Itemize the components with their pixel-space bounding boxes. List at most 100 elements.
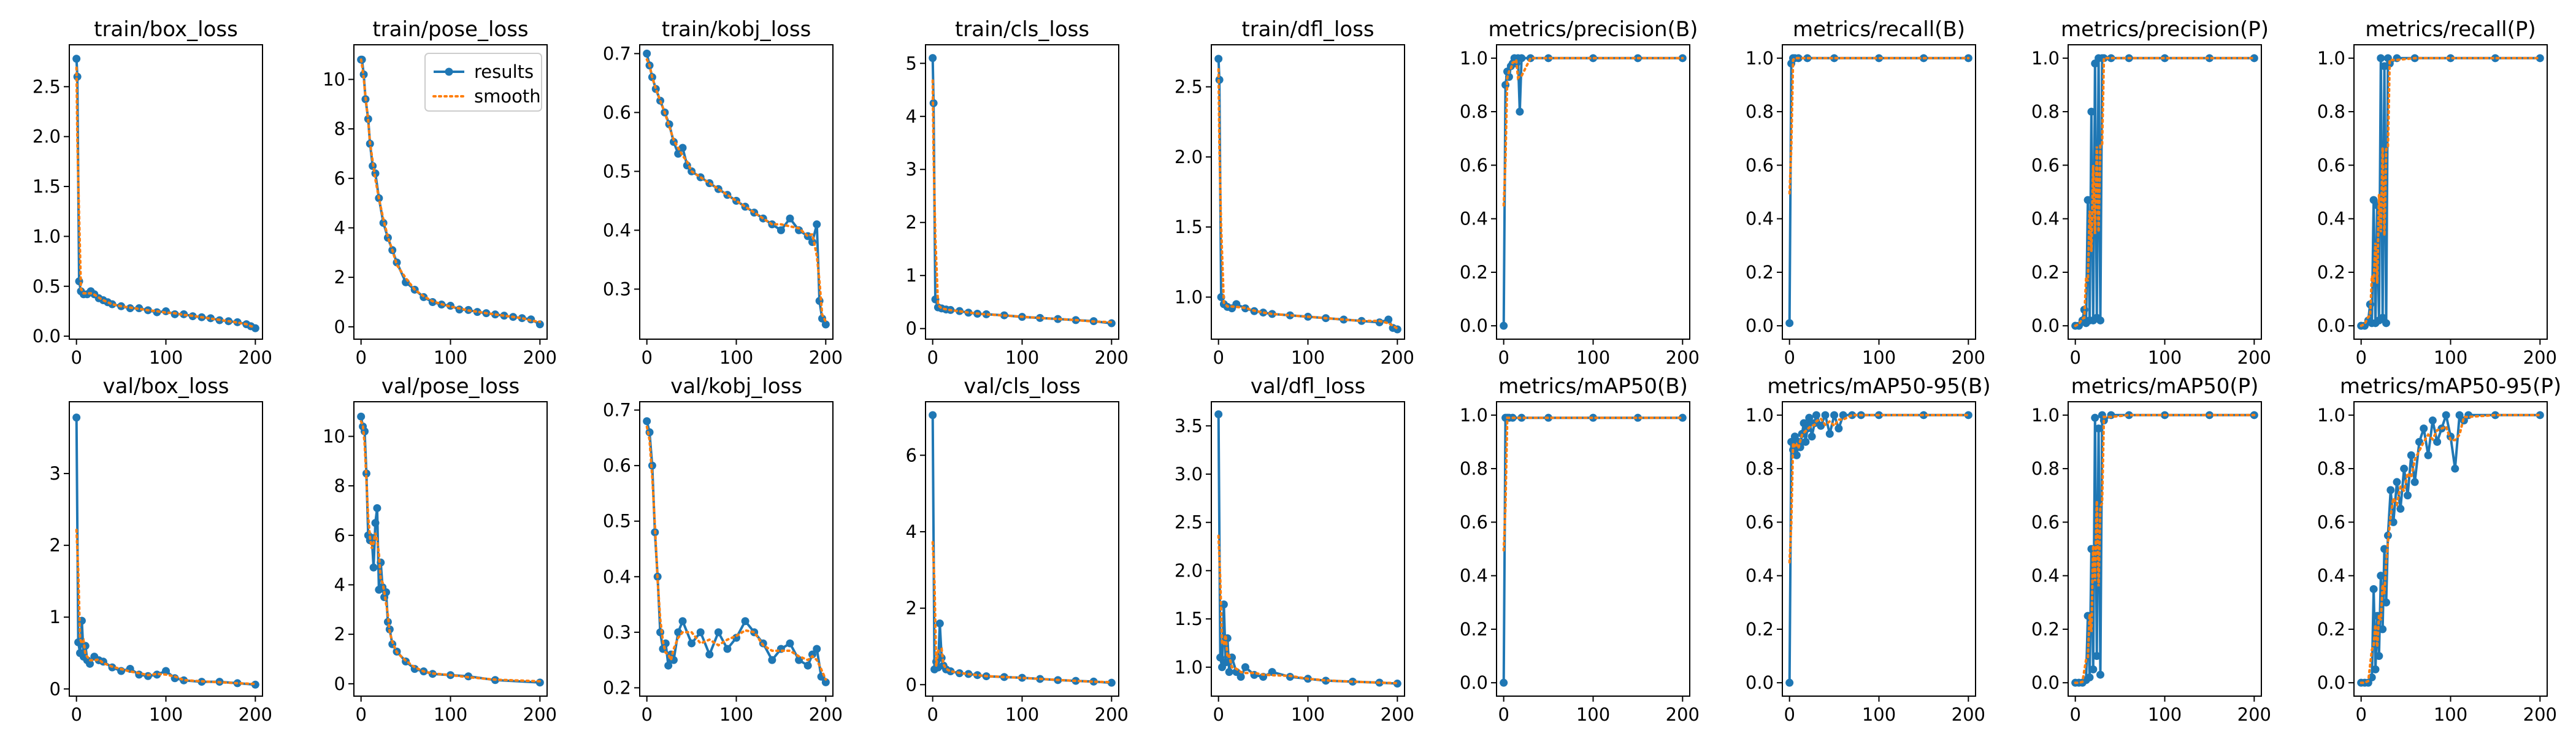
- y-tick-label: 0.5: [33, 276, 61, 297]
- results-point: [1964, 411, 1972, 420]
- y-tick-label: 0.2: [2031, 619, 2060, 640]
- results-point: [696, 628, 705, 637]
- results-point: [929, 54, 937, 63]
- y-tick-label: 0.4: [603, 220, 631, 240]
- results-point: [369, 563, 378, 572]
- subplot-title: val/cls_loss: [964, 374, 1080, 399]
- y-tick-label: 2.0: [1175, 147, 1203, 167]
- results-point: [2096, 316, 2104, 324]
- plot-frame: [69, 401, 263, 697]
- results-point: [2410, 478, 2419, 486]
- x-tick-label: 0: [71, 347, 82, 368]
- results-point: [2420, 424, 2428, 433]
- results-point: [2095, 424, 2103, 433]
- results-point: [2125, 411, 2133, 420]
- y-tick-label: 6: [334, 168, 345, 189]
- plot-area: [929, 411, 1116, 687]
- results-point: [1805, 413, 1814, 422]
- results-line: [645, 421, 827, 683]
- results-point: [714, 628, 723, 637]
- y-tick-label: 0.2: [2317, 262, 2345, 283]
- y-tick-label: 1: [50, 607, 61, 627]
- plot-area: [1785, 411, 1972, 687]
- y-tick-label: 1.0: [33, 226, 61, 247]
- y-tick-label: 8: [334, 118, 345, 139]
- y-tick-label: 0.8: [2317, 101, 2345, 122]
- smooth-line: [1217, 68, 1399, 330]
- y-tick-label: 0.4: [1460, 565, 1488, 586]
- y-tick-label: 0.4: [603, 566, 631, 587]
- plot-area: [2071, 54, 2258, 330]
- y-tick-label: 1.0: [2031, 405, 2060, 426]
- y-tick-label: 0: [906, 674, 917, 695]
- y-tick-label: 1.5: [1175, 217, 1203, 237]
- y-tick-label: 4: [906, 521, 917, 542]
- legend-smooth-label: smooth: [474, 86, 541, 107]
- y-tick-label: 1.0: [2031, 48, 2060, 69]
- results-point: [821, 320, 830, 329]
- results-point: [973, 671, 982, 680]
- subplot: metrics/precision(P) 0 100 200 0.0 0.2 0.4 0.6 0…: [2031, 17, 2271, 368]
- results-point: [2371, 665, 2380, 673]
- x-tick-label: 100: [1576, 347, 1610, 368]
- plot-frame: [2353, 401, 2548, 697]
- subplot-title: val/dfl_loss: [1251, 374, 1366, 399]
- y-tick-label: 0.2: [1746, 262, 1774, 283]
- x-tick-label: 200: [1381, 704, 1414, 725]
- x-tick-label: 200: [1666, 347, 1700, 368]
- x-tick-label: 100: [2148, 347, 2182, 368]
- y-tick-label: 0: [334, 316, 345, 337]
- results-point: [1216, 653, 1225, 662]
- y-tick-label: 0: [906, 318, 917, 339]
- results-point: [643, 49, 651, 58]
- results-point: [1817, 421, 1825, 430]
- smooth-line: [645, 58, 827, 323]
- results-point: [1268, 668, 1276, 677]
- plot-frame: [2068, 44, 2262, 340]
- results-point: [2379, 625, 2387, 634]
- subplot-title: train/pose_loss: [372, 17, 528, 42]
- results-point: [72, 55, 81, 63]
- results-line: [2361, 56, 2540, 328]
- subplot-title: train/box_loss: [94, 17, 238, 42]
- subplot-title: val/pose_loss: [381, 374, 520, 399]
- y-tick-label: 0.2: [603, 677, 631, 698]
- x-tick-label: 200: [239, 347, 272, 368]
- x-tick-label: 0: [927, 704, 938, 725]
- x-tick-label: 200: [2523, 347, 2557, 368]
- y-tick-label: 2.0: [33, 126, 61, 147]
- results-point: [2375, 652, 2383, 661]
- y-tick-label: 0.0: [1746, 315, 1774, 336]
- y-tick-label: 0.4: [1746, 565, 1774, 586]
- x-tick-label: 200: [1666, 704, 1700, 725]
- y-tick-label: 0.0: [33, 326, 61, 347]
- results-point: [373, 504, 381, 512]
- results-point: [72, 413, 81, 422]
- results-point: [535, 678, 544, 687]
- smooth-line: [645, 425, 827, 681]
- x-tick-label: 100: [434, 347, 467, 368]
- results-point: [1357, 316, 1366, 325]
- results-point: [808, 650, 816, 659]
- results-point: [1633, 413, 1642, 422]
- results-point: [233, 318, 242, 326]
- y-tick-label: 0.8: [1460, 101, 1488, 122]
- y-tick-label: 1: [906, 265, 917, 286]
- y-tick-label: 1.0: [1746, 405, 1774, 426]
- results-point: [813, 645, 821, 653]
- subplot-title: metrics/precision(B): [1489, 17, 1698, 42]
- results-point: [2428, 416, 2437, 425]
- y-tick-label: 0.0: [2031, 315, 2060, 336]
- results-point: [2393, 478, 2401, 486]
- results-point: [1834, 424, 1843, 433]
- x-tick-label: 200: [809, 347, 843, 368]
- legend-box: [424, 53, 542, 112]
- results-point: [821, 678, 830, 686]
- results-point: [1018, 673, 1026, 682]
- x-tick-label: 0: [2355, 704, 2366, 725]
- smooth-line: [1788, 413, 1970, 564]
- y-tick-label: 2.5: [1175, 512, 1203, 533]
- x-tick-label: 100: [1291, 347, 1325, 368]
- x-tick-label: 0: [2355, 347, 2366, 368]
